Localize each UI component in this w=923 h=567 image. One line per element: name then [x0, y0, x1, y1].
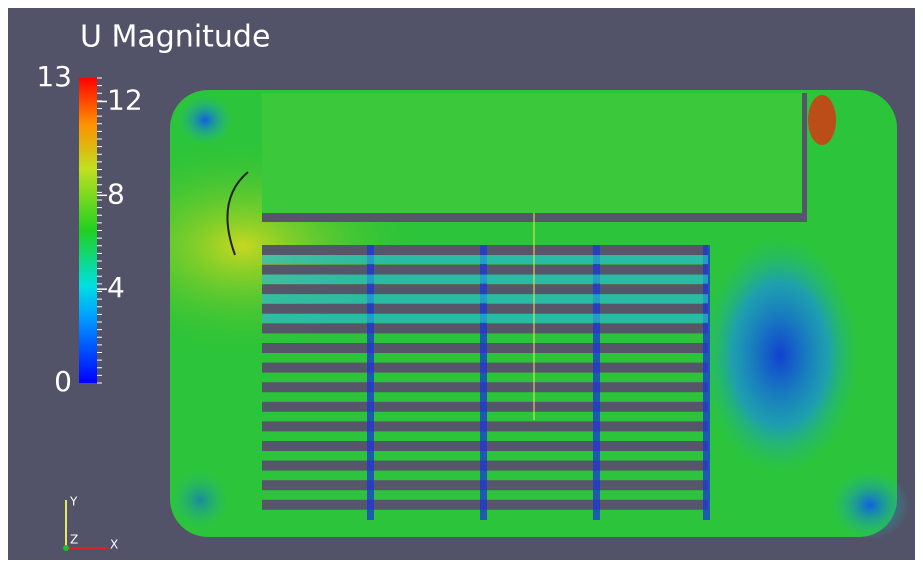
upper-box [262, 93, 803, 213]
wake [700, 235, 860, 475]
legend-max: 13 [36, 60, 72, 93]
slats [262, 245, 710, 520]
channel-flow [262, 313, 708, 323]
color-legend: U Magnitude 13 0 4 8 12 [36, 20, 270, 399]
tick-label: 4 [107, 271, 125, 304]
flow-field [170, 90, 910, 540]
y-label: Y [69, 495, 78, 509]
corner-wake [830, 470, 910, 540]
tick-label: 12 [107, 83, 143, 116]
z-label: Z [70, 533, 78, 547]
plate [802, 93, 807, 218]
corner-wake [177, 95, 233, 145]
x-label: X [110, 538, 118, 552]
legend-min: 0 [54, 365, 72, 398]
gap-wake [480, 245, 487, 520]
axes-triad: Y X Z [63, 495, 118, 552]
channel-flow [262, 274, 708, 284]
legend-title: U Magnitude [80, 20, 270, 55]
gap-wake [593, 245, 600, 520]
inlet-arc [226, 171, 249, 256]
hot-spot [808, 95, 836, 145]
channel-flow [262, 255, 708, 264]
gap-wake [703, 245, 710, 520]
channel-flow [262, 294, 708, 304]
color-bar [79, 78, 97, 383]
z-axis [63, 545, 69, 551]
gap-wake [367, 245, 374, 520]
corner-wake [170, 470, 230, 530]
tick-label: 8 [107, 177, 125, 210]
